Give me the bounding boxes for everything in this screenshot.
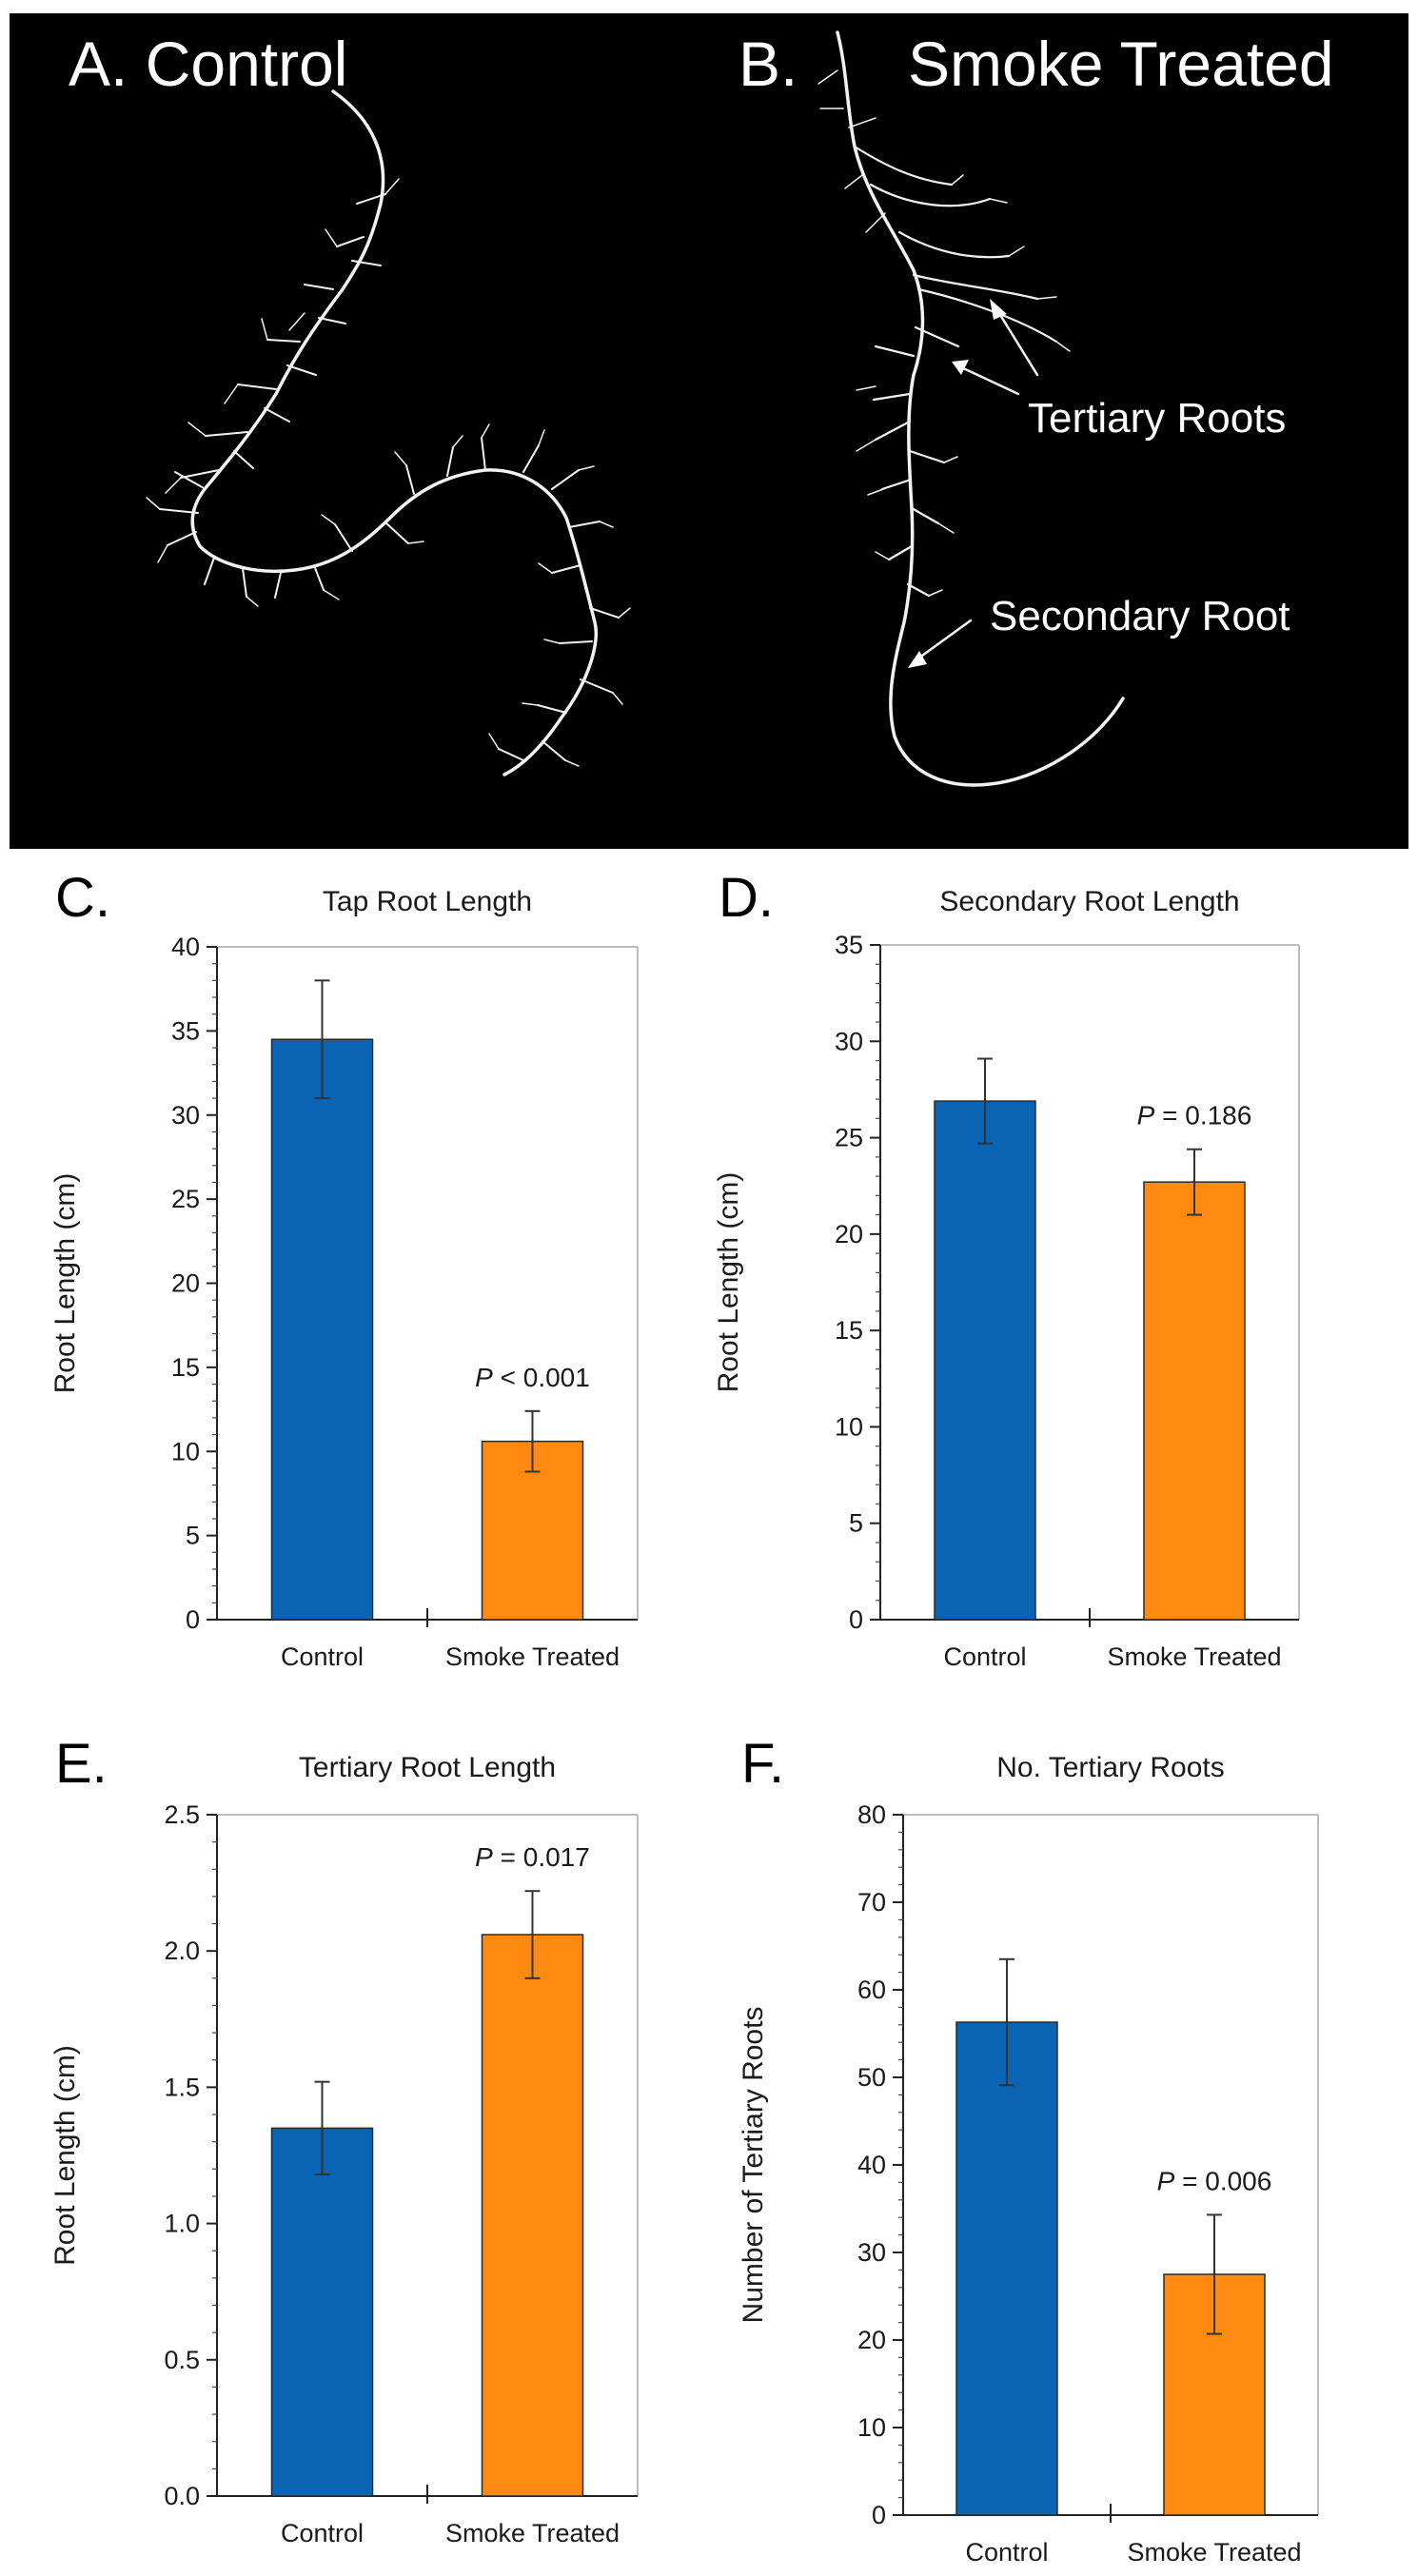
y-tick-label: 20 <box>171 1269 200 1298</box>
y-tick-label: 5 <box>186 1522 200 1550</box>
y-tick-label: 60 <box>857 1976 886 2004</box>
tertiary-root-count-chart: F. No. Tertiary Roots 0 10 20 30 40 50 60 70 80 Num… <box>709 1727 1418 2576</box>
y-tick-label: 25 <box>835 1124 863 1152</box>
y-axis-label: Number of Tertiary Roots <box>738 2007 769 2324</box>
arrow-head-icon <box>908 651 927 668</box>
p-value-annotation: P = 0.186 <box>1137 1101 1252 1131</box>
y-tick-label: 0.5 <box>164 2346 200 2374</box>
chart-svg: F. No. Tertiary Roots 0 10 20 30 40 50 60 70 80 Num… <box>738 1733 1319 2566</box>
y-tick-label: 30 <box>171 1101 200 1130</box>
panel-b-title: Smoke Treated <box>908 29 1334 99</box>
y-tick-label: 2.0 <box>164 1937 200 1965</box>
bar <box>270 2127 374 2497</box>
y-tick-label: 0 <box>849 1605 863 1634</box>
y-tick-label: 30 <box>835 1027 863 1055</box>
panel-letter: F. <box>741 1733 784 1795</box>
y-tick-label: 0 <box>186 1605 200 1634</box>
control-root-drawing <box>146 89 631 777</box>
bar <box>955 2021 1058 2516</box>
p-value-annotation: P < 0.001 <box>475 1363 590 1392</box>
y-tick-label: 25 <box>171 1185 200 1213</box>
root-scan-svg: A. Control B. Smoke Treated Tertiary Roo… <box>69 29 1334 787</box>
chart-title: No. Tertiary Roots <box>996 1752 1225 1783</box>
bar <box>934 1100 1036 1621</box>
y-tick-label: 0.0 <box>164 2482 200 2510</box>
y-axis-label: Root Length (cm) <box>49 2045 81 2266</box>
y-tick-label: 40 <box>857 2151 886 2179</box>
y-tick-label: 20 <box>857 2326 886 2354</box>
smoke-root-drawing <box>817 30 1125 787</box>
x-category-label: Control <box>965 2538 1048 2566</box>
x-category-label: Control <box>281 1642 364 1671</box>
x-category-label: Smoke Treated <box>445 2519 620 2547</box>
x-category-label: Control <box>281 2519 364 2547</box>
arrow-head-icon <box>990 299 1007 320</box>
y-tick-label: 70 <box>857 1888 886 1917</box>
y-tick-label: 80 <box>857 1800 886 1829</box>
tertiary-root-length-chart: E. Tertiary Root Length 0.0 0.5 1.0 1.5 2.0 2.5… <box>0 1727 709 2576</box>
arrow-head-icon <box>952 360 969 375</box>
y-tick-label: 35 <box>171 1016 200 1045</box>
y-tick-label: 2.5 <box>164 1800 200 1829</box>
chart-svg: D. Secondary Root Length 0 5 10 15 20 25 30 35 Roo… <box>713 867 1300 1671</box>
bar <box>481 1934 584 2497</box>
y-tick-label: 35 <box>835 931 863 959</box>
secondary-root-annotation: Secondary Root <box>990 593 1290 639</box>
y-tick-label: 30 <box>857 2238 886 2267</box>
tertiary-roots-annotation: Tertiary Roots <box>1028 395 1286 442</box>
y-tick-label: 50 <box>857 2063 886 2092</box>
y-tick-label: 40 <box>171 933 200 961</box>
chart-svg: C. Tap Root Length 0 5 10 15 20 25 30 35 40 Root Le… <box>49 867 639 1671</box>
panel-letter: E. <box>55 1733 108 1795</box>
y-tick-label: 10 <box>835 1412 863 1441</box>
y-tick-label: 20 <box>835 1220 863 1249</box>
y-tick-label: 10 <box>857 2413 886 2442</box>
chart-title: Tap Root Length <box>323 886 532 917</box>
y-tick-label: 1.0 <box>164 2210 200 2238</box>
y-tick-label: 5 <box>849 1509 863 1538</box>
tap-root-length-chart: C. Tap Root Length 0 5 10 15 20 25 30 35 40 Root Le… <box>0 861 709 1680</box>
y-tick-label: 1.5 <box>164 2073 200 2101</box>
panel-letter: D. <box>719 867 774 929</box>
secondary-root-length-chart: D. Secondary Root Length 0 5 10 15 20 25 30 35 Roo… <box>709 861 1418 1680</box>
chart-title: Tertiary Root Length <box>299 1752 556 1783</box>
panel-letter: C. <box>55 867 110 929</box>
arrow-heads <box>908 299 1007 668</box>
x-category-label: Control <box>943 1642 1026 1671</box>
y-axis-label: Root Length (cm) <box>49 1173 81 1394</box>
chart-svg: E. Tertiary Root Length 0.0 0.5 1.0 1.5 2.0 2.5… <box>49 1733 639 2547</box>
bar <box>1143 1181 1246 1621</box>
x-category-label: Smoke Treated <box>445 1642 620 1671</box>
x-category-label: Smoke Treated <box>1107 1642 1281 1671</box>
y-tick-label: 15 <box>835 1316 863 1345</box>
panel-b-label: B. <box>739 29 798 99</box>
x-category-label: Smoke Treated <box>1127 2538 1301 2566</box>
y-axis-label: Root Length (cm) <box>713 1172 744 1393</box>
p-value-annotation: P = 0.017 <box>475 1842 590 1872</box>
y-tick-label: 10 <box>171 1437 200 1465</box>
root-scan-image: A. Control B. Smoke Treated Tertiary Roo… <box>10 13 1408 849</box>
y-tick-label: 0 <box>872 2501 886 2529</box>
p-value-annotation: P = 0.006 <box>1157 2166 1272 2195</box>
y-tick-label: 15 <box>171 1353 200 1382</box>
chart-title: Secondary Root Length <box>939 886 1239 917</box>
panel-a-label: A. Control <box>69 29 347 99</box>
bar <box>270 1038 374 1621</box>
